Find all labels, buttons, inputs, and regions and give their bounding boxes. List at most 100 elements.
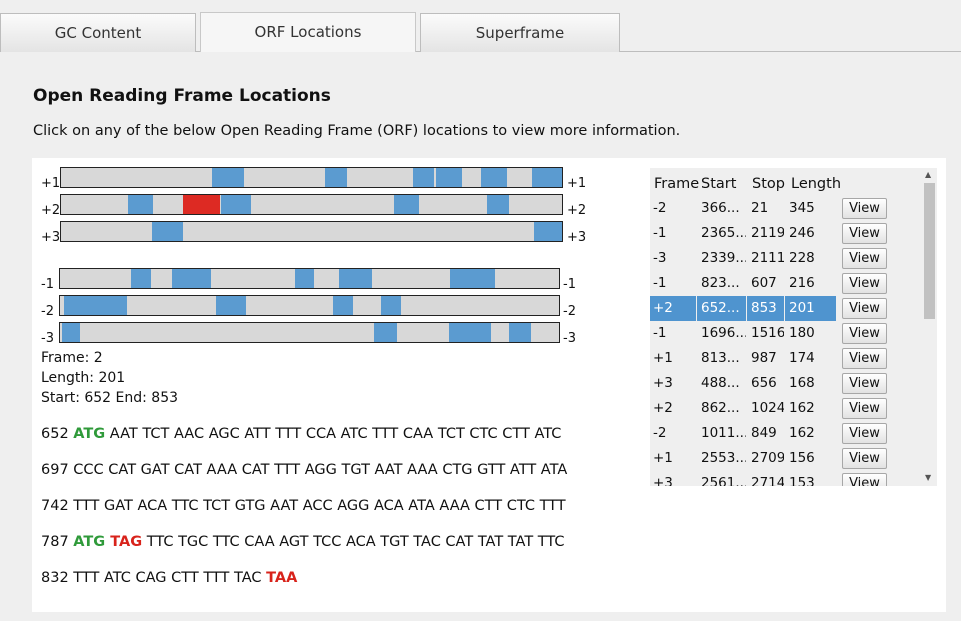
table-row[interactable]: +1 813... 987 174 View <box>650 346 922 371</box>
scrollbar-thumb[interactable] <box>924 183 935 319</box>
orf-segment[interactable] <box>131 269 151 288</box>
cell-length: 180 <box>789 325 815 341</box>
cell-stop: 1516 <box>751 325 784 341</box>
cell-stop: 656 <box>751 375 777 391</box>
cell-start: 2339... <box>701 250 746 266</box>
orf-segment[interactable] <box>532 168 562 187</box>
selected-frame: Frame: 2 <box>41 350 103 366</box>
view-button[interactable]: View <box>842 398 887 419</box>
view-button[interactable]: View <box>842 248 887 269</box>
cell-start: 366... <box>701 200 740 216</box>
stop-codon: TAA <box>266 570 298 586</box>
orf-segment[interactable] <box>216 296 246 315</box>
sequence-position: 787 <box>41 534 74 550</box>
view-button[interactable]: View <box>842 348 887 369</box>
cell-start: 1696... <box>701 325 746 341</box>
cell-length: 345 <box>789 200 815 216</box>
cell-frame: +2 <box>650 296 696 321</box>
frame-label-left: -2 <box>41 304 54 319</box>
table-row[interactable]: +2 652... 853 201 View <box>650 296 922 321</box>
start-codon: ATG <box>73 426 106 442</box>
page-title: Open Reading Frame Locations <box>33 86 331 106</box>
column-header-stop: Stop <box>752 176 785 192</box>
view-button[interactable]: View <box>842 423 887 444</box>
orf-segment[interactable] <box>413 168 434 187</box>
table-row[interactable]: -1 2365... 2119 246 View <box>650 221 922 246</box>
sequence-line: 742 TTT GAT ACA TTC TCT GTG AAT ACC AGG … <box>41 498 566 514</box>
orf-segment[interactable] <box>325 168 347 187</box>
orf-segment-selected[interactable] <box>183 195 220 214</box>
view-button[interactable]: View <box>842 323 887 344</box>
orf-segment[interactable] <box>436 168 462 187</box>
orf-segment[interactable] <box>152 222 183 241</box>
table-row[interactable]: -2 1011... 849 162 View <box>650 421 922 446</box>
orf-segment[interactable] <box>534 222 562 241</box>
scroll-up-icon[interactable]: ▲ <box>925 170 932 179</box>
orf-segment[interactable] <box>221 195 251 214</box>
frame-label-left: +1 <box>41 176 61 191</box>
frame-label-left: -1 <box>41 277 54 292</box>
table-row[interactable]: +2 862... 1024 162 View <box>650 396 922 421</box>
column-header-frame: Frame <box>654 176 700 192</box>
cell-frame: -1 <box>653 325 667 341</box>
tab-orf-locations[interactable]: ORF Locations <box>200 12 416 52</box>
cell-length: 153 <box>789 475 815 486</box>
cell-length: 216 <box>789 275 815 291</box>
table-row[interactable]: -3 2339... 2111 228 View <box>650 246 922 271</box>
orf-segment[interactable] <box>339 269 372 288</box>
table-row[interactable]: -1 823... 607 216 View <box>650 271 922 296</box>
table-scrollbar[interactable]: ▲ ▼ <box>922 168 937 486</box>
tab-superframe[interactable]: Superframe <box>420 13 620 52</box>
column-header-length: Length <box>791 176 842 192</box>
orf-segment[interactable] <box>64 296 127 315</box>
sequence-line: 652 ATG AAT TCT AAC AGC ATT TTT CCA ATC … <box>41 426 561 442</box>
orf-segment[interactable] <box>295 269 314 288</box>
cell-start: 2561... <box>701 475 746 486</box>
cell-stop: 849 <box>751 425 777 441</box>
orf-segment[interactable] <box>449 323 491 342</box>
orf-bar-frame-minus3 <box>59 322 560 343</box>
cell-frame: -2 <box>653 200 667 216</box>
view-button[interactable]: View <box>842 373 887 394</box>
table-row[interactable]: -2 366... 21 345 View <box>650 196 922 221</box>
orf-segment[interactable] <box>381 296 401 315</box>
frame-label-right: +2 <box>567 203 587 218</box>
frame-label-left: +3 <box>41 230 61 245</box>
tab-gc-content[interactable]: GC Content <box>0 13 196 52</box>
orf-segment[interactable] <box>450 269 495 288</box>
view-button[interactable]: View <box>842 223 887 244</box>
table-row[interactable]: -1 1696... 1516 180 View <box>650 321 922 346</box>
orf-segment[interactable] <box>509 323 531 342</box>
orf-segment[interactable] <box>62 323 80 342</box>
tab-bar: GC Content ORF Locations Superframe <box>0 0 961 52</box>
orf-segment[interactable] <box>487 195 509 214</box>
cell-frame: +2 <box>653 400 673 416</box>
cell-frame: -1 <box>653 225 667 241</box>
table-row[interactable]: +3 2561... 2714 153 View <box>650 471 922 486</box>
sequence-position: 697 <box>41 462 74 478</box>
view-button[interactable]: View <box>842 273 887 294</box>
table-row[interactable]: +1 2553... 2709 156 View <box>650 446 922 471</box>
cell-length: 162 <box>789 400 815 416</box>
cell-stop: 21 <box>751 200 769 216</box>
view-button[interactable]: View <box>842 473 887 486</box>
orf-segment[interactable] <box>212 168 244 187</box>
sequence-position: 742 <box>41 498 74 514</box>
sequence-line: 697 CCC CAT GAT CAT AAA CAT TTT AGG TGT … <box>41 462 567 478</box>
orf-segment[interactable] <box>333 296 353 315</box>
table-row[interactable]: +3 488... 656 168 View <box>650 371 922 396</box>
view-button[interactable]: View <box>842 448 887 469</box>
view-button[interactable]: View <box>842 198 887 219</box>
orf-segment[interactable] <box>172 269 211 288</box>
orf-segment[interactable] <box>394 195 419 214</box>
orf-segment[interactable] <box>374 323 397 342</box>
orf-segment[interactable] <box>128 195 153 214</box>
orf-bar-frame-minus1 <box>59 268 560 289</box>
orf-segment[interactable] <box>481 168 507 187</box>
orf-table[interactable]: Frame Start Stop Length -2 366... 21 345 Vie… <box>650 168 937 486</box>
cell-frame: +1 <box>653 450 673 466</box>
sequence-codons: TTT ATC CAG CTT TTT TAC <box>73 570 267 586</box>
view-button[interactable]: View <box>842 298 887 319</box>
scroll-down-icon[interactable]: ▼ <box>925 473 932 482</box>
cell-stop: 607 <box>751 275 777 291</box>
